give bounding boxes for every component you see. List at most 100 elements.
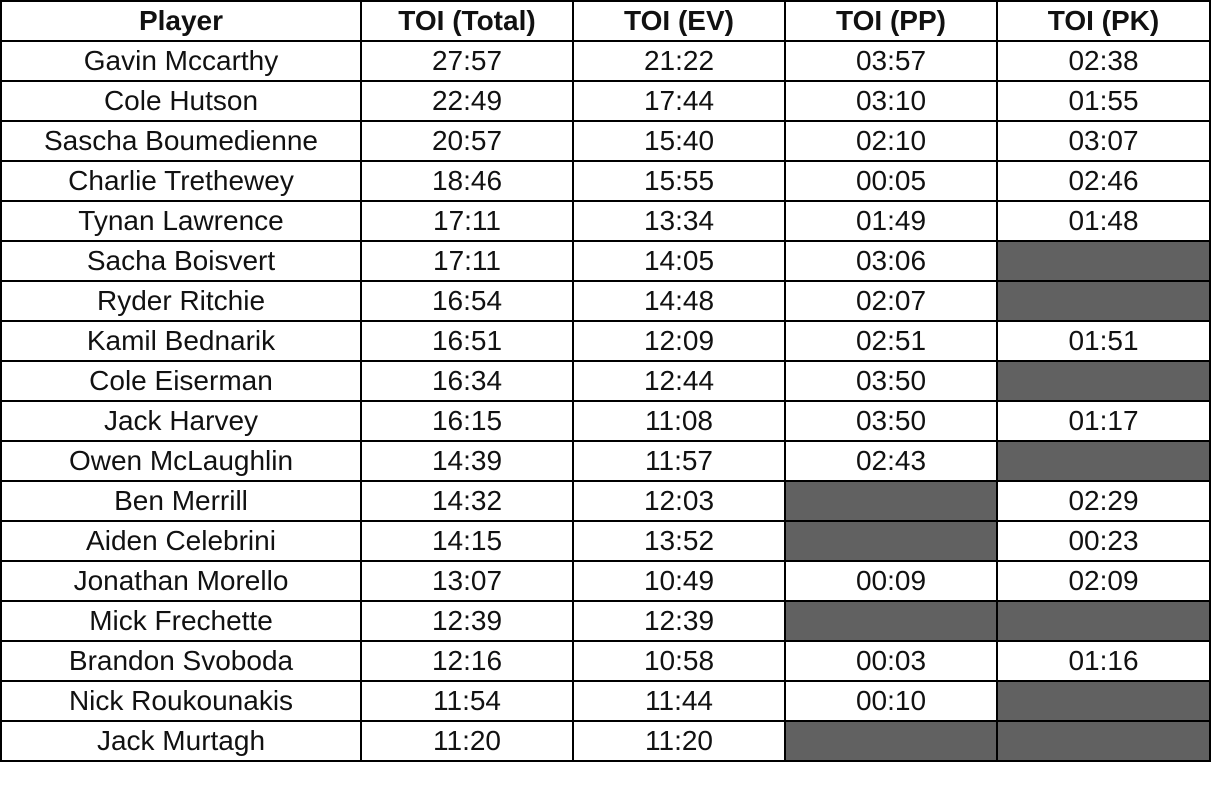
player-cell: Gavin Mccarthy	[0, 40, 362, 82]
time-cell: 03:50	[784, 400, 998, 442]
player-cell: Mick Frechette	[0, 600, 362, 642]
time-cell: 22:49	[360, 80, 574, 122]
time-cell: 03:07	[996, 120, 1211, 162]
table-row: Tynan Lawrence 17:11 13:34 01:49 01:48	[0, 200, 1211, 242]
table-body: Gavin Mccarthy 27:57 21:22 03:57 02:38 Cole H…	[0, 40, 1211, 762]
player-cell: Aiden Celebrini	[0, 520, 362, 562]
table-row: Nick Roukounakis 11:54 11:44 00:10	[0, 680, 1211, 722]
player-cell: Nick Roukounakis	[0, 680, 362, 722]
empty-cell	[784, 520, 998, 562]
table-row: Gavin Mccarthy 27:57 21:22 03:57 02:38	[0, 40, 1211, 82]
time-cell: 02:07	[784, 280, 998, 322]
table-row: Brandon Svoboda 12:16 10:58 00:03 01:16	[0, 640, 1211, 682]
column-header: TOI (EV)	[572, 0, 786, 42]
time-cell: 18:46	[360, 160, 574, 202]
time-cell: 11:57	[572, 440, 786, 482]
time-cell: 02:29	[996, 480, 1211, 522]
player-cell: Sacha Boisvert	[0, 240, 362, 282]
time-cell: 17:44	[572, 80, 786, 122]
time-cell: 16:15	[360, 400, 574, 442]
time-cell: 27:57	[360, 40, 574, 82]
time-cell: 00:23	[996, 520, 1211, 562]
empty-cell	[996, 240, 1211, 282]
time-cell: 01:55	[996, 80, 1211, 122]
time-cell: 21:22	[572, 40, 786, 82]
empty-cell	[784, 600, 998, 642]
player-cell: Cole Hutson	[0, 80, 362, 122]
player-cell: Kamil Bednarik	[0, 320, 362, 362]
empty-cell	[784, 720, 998, 762]
table-row: Sacha Boisvert 17:11 14:05 03:06	[0, 240, 1211, 282]
header-row: Player TOI (Total) TOI (EV) TOI (PP) TOI (PK…	[0, 0, 1211, 42]
time-cell: 10:58	[572, 640, 786, 682]
time-cell: 01:16	[996, 640, 1211, 682]
time-cell: 00:03	[784, 640, 998, 682]
time-cell: 00:09	[784, 560, 998, 602]
player-cell: Tynan Lawrence	[0, 200, 362, 242]
player-cell: Cole Eiserman	[0, 360, 362, 402]
time-cell: 01:48	[996, 200, 1211, 242]
empty-cell	[996, 680, 1211, 722]
table-row: Jack Harvey 16:15 11:08 03:50 01:17	[0, 400, 1211, 442]
time-cell: 02:51	[784, 320, 998, 362]
table-row: Aiden Celebrini 14:15 13:52 00:23	[0, 520, 1211, 562]
time-cell: 16:54	[360, 280, 574, 322]
time-cell: 14:48	[572, 280, 786, 322]
player-cell: Jack Murtagh	[0, 720, 362, 762]
time-cell: 11:44	[572, 680, 786, 722]
empty-cell	[996, 720, 1211, 762]
column-header: TOI (PP)	[784, 0, 998, 42]
time-cell: 14:15	[360, 520, 574, 562]
time-cell: 01:49	[784, 200, 998, 242]
time-cell: 17:11	[360, 200, 574, 242]
column-header: Player	[0, 0, 362, 42]
table-row: Charlie Trethewey 18:46 15:55 00:05 02:46	[0, 160, 1211, 202]
time-cell: 02:38	[996, 40, 1211, 82]
time-cell: 12:16	[360, 640, 574, 682]
table-row: Owen McLaughlin 14:39 11:57 02:43	[0, 440, 1211, 482]
time-cell: 13:34	[572, 200, 786, 242]
empty-cell	[784, 480, 998, 522]
player-cell: Sascha Boumedienne	[0, 120, 362, 162]
time-cell: 10:49	[572, 560, 786, 602]
time-cell: 12:03	[572, 480, 786, 522]
player-cell: Ryder Ritchie	[0, 280, 362, 322]
time-cell: 02:43	[784, 440, 998, 482]
time-cell: 03:50	[784, 360, 998, 402]
empty-cell	[996, 360, 1211, 402]
time-cell: 15:55	[572, 160, 786, 202]
time-cell: 14:32	[360, 480, 574, 522]
empty-cell	[996, 280, 1211, 322]
time-cell: 20:57	[360, 120, 574, 162]
time-cell: 01:17	[996, 400, 1211, 442]
time-cell: 13:52	[572, 520, 786, 562]
time-cell: 17:11	[360, 240, 574, 282]
table-row: Jonathan Morello 13:07 10:49 00:09 02:09	[0, 560, 1211, 602]
time-cell: 12:39	[572, 600, 786, 642]
time-cell: 03:10	[784, 80, 998, 122]
time-cell: 00:05	[784, 160, 998, 202]
player-cell: Ben Merrill	[0, 480, 362, 522]
player-cell: Jonathan Morello	[0, 560, 362, 602]
column-header: TOI (Total)	[360, 0, 574, 42]
table-row: Kamil Bednarik 16:51 12:09 02:51 01:51	[0, 320, 1211, 362]
time-cell: 01:51	[996, 320, 1211, 362]
empty-cell	[996, 440, 1211, 482]
time-cell: 15:40	[572, 120, 786, 162]
empty-cell	[996, 600, 1211, 642]
player-cell: Jack Harvey	[0, 400, 362, 442]
table-row: Ryder Ritchie 16:54 14:48 02:07	[0, 280, 1211, 322]
table-row: Mick Frechette 12:39 12:39	[0, 600, 1211, 642]
table-row: Cole Hutson 22:49 17:44 03:10 01:55	[0, 80, 1211, 122]
time-cell: 12:39	[360, 600, 574, 642]
time-cell: 03:57	[784, 40, 998, 82]
time-cell: 16:34	[360, 360, 574, 402]
table-row: Cole Eiserman 16:34 12:44 03:50	[0, 360, 1211, 402]
time-cell: 03:06	[784, 240, 998, 282]
time-cell: 02:46	[996, 160, 1211, 202]
time-cell: 14:39	[360, 440, 574, 482]
time-cell: 11:20	[360, 720, 574, 762]
table-row: Jack Murtagh 11:20 11:20	[0, 720, 1211, 762]
time-cell: 11:08	[572, 400, 786, 442]
toi-table: Player TOI (Total) TOI (EV) TOI (PP) TOI (PK…	[0, 0, 1211, 762]
